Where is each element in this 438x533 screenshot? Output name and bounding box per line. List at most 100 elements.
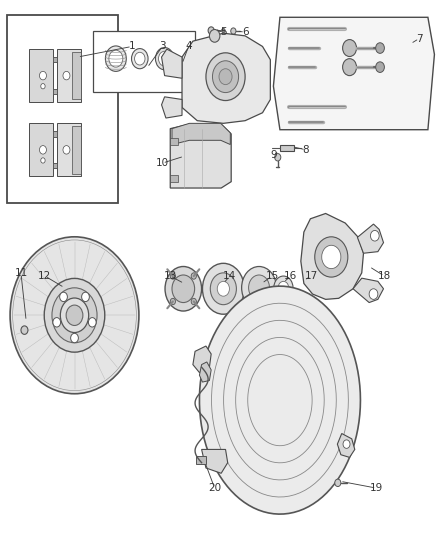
Circle shape (191, 273, 196, 279)
Text: 1: 1 (129, 42, 135, 52)
Circle shape (274, 276, 293, 300)
Text: 15: 15 (265, 271, 279, 281)
Bar (53, 131, 57, 136)
Polygon shape (72, 52, 81, 100)
Circle shape (21, 326, 28, 334)
Polygon shape (353, 278, 384, 303)
Circle shape (66, 305, 83, 326)
Circle shape (231, 28, 236, 34)
Circle shape (315, 237, 348, 277)
Polygon shape (72, 126, 81, 174)
Circle shape (371, 230, 379, 241)
Text: 4: 4 (185, 42, 192, 52)
Circle shape (88, 318, 96, 327)
Circle shape (172, 275, 194, 303)
Text: 11: 11 (14, 269, 28, 278)
Ellipse shape (159, 51, 171, 66)
Circle shape (63, 146, 70, 154)
Bar (53, 89, 57, 94)
Polygon shape (162, 97, 182, 118)
Polygon shape (170, 124, 231, 188)
Text: 19: 19 (370, 483, 383, 493)
Circle shape (202, 263, 244, 314)
Polygon shape (57, 123, 81, 176)
Circle shape (41, 158, 45, 163)
Circle shape (222, 28, 225, 33)
Polygon shape (199, 362, 211, 382)
Bar (53, 57, 57, 62)
Text: 9: 9 (270, 150, 277, 160)
Polygon shape (301, 214, 364, 300)
Circle shape (376, 62, 385, 72)
Bar (53, 131, 57, 136)
Circle shape (170, 298, 176, 305)
Polygon shape (273, 17, 434, 130)
Circle shape (191, 298, 196, 305)
Circle shape (81, 292, 89, 302)
Circle shape (60, 292, 67, 302)
Text: 8: 8 (303, 145, 309, 155)
Circle shape (165, 266, 201, 311)
Polygon shape (182, 33, 270, 123)
Circle shape (217, 281, 230, 296)
Ellipse shape (206, 53, 245, 101)
Bar (170, 138, 178, 144)
Circle shape (10, 237, 139, 394)
Circle shape (278, 281, 289, 294)
Text: 12: 12 (38, 271, 52, 281)
Circle shape (242, 266, 276, 309)
Circle shape (335, 479, 341, 487)
Circle shape (210, 273, 237, 305)
Text: 7: 7 (416, 34, 423, 44)
Ellipse shape (109, 50, 123, 67)
Polygon shape (199, 286, 360, 514)
Circle shape (44, 278, 105, 352)
Bar (53, 57, 57, 62)
Polygon shape (57, 49, 81, 102)
Text: 16: 16 (284, 271, 297, 281)
Bar (53, 163, 57, 168)
Polygon shape (28, 123, 53, 176)
Text: 18: 18 (378, 271, 391, 281)
Bar (53, 163, 57, 168)
Circle shape (208, 27, 214, 34)
Polygon shape (28, 49, 53, 102)
Circle shape (369, 289, 378, 300)
Text: 14: 14 (223, 271, 237, 281)
Polygon shape (162, 49, 182, 78)
Ellipse shape (155, 47, 174, 70)
Text: 3: 3 (159, 42, 166, 52)
Bar (53, 89, 57, 94)
Circle shape (322, 245, 341, 269)
Ellipse shape (134, 52, 145, 65)
Text: 5: 5 (220, 27, 226, 37)
Polygon shape (201, 449, 228, 473)
Circle shape (343, 440, 350, 448)
Text: 17: 17 (305, 271, 318, 281)
Circle shape (343, 39, 357, 56)
Circle shape (41, 84, 45, 89)
Text: 20: 20 (208, 483, 221, 493)
Ellipse shape (219, 69, 232, 85)
Ellipse shape (212, 61, 239, 93)
Circle shape (209, 29, 220, 42)
Circle shape (376, 43, 385, 53)
Text: 13: 13 (164, 271, 177, 281)
Circle shape (39, 71, 46, 80)
Circle shape (275, 154, 281, 161)
Bar (7, 14, 117, 203)
Circle shape (343, 59, 357, 76)
Circle shape (170, 273, 176, 279)
Text: 6: 6 (242, 27, 248, 37)
Circle shape (53, 318, 60, 327)
Polygon shape (337, 433, 355, 457)
Circle shape (63, 71, 70, 80)
Circle shape (39, 146, 46, 154)
Text: 10: 10 (156, 158, 169, 168)
Circle shape (60, 298, 88, 333)
Bar (196, 456, 206, 464)
Polygon shape (193, 346, 211, 373)
Bar (170, 175, 178, 182)
Polygon shape (357, 224, 384, 253)
Polygon shape (280, 144, 294, 151)
